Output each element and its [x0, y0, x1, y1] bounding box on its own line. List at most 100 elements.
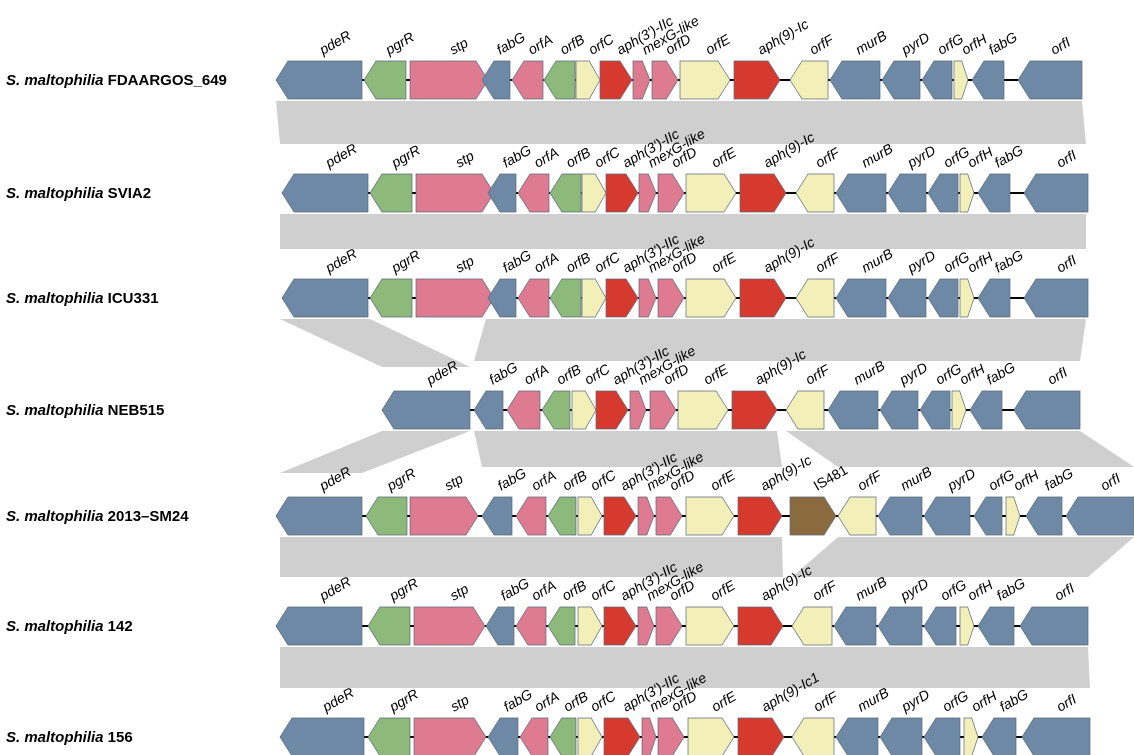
gene-arrow [833, 606, 877, 646]
gene-arrow [919, 390, 951, 430]
gene-arrow [953, 60, 969, 100]
gene-arrow [487, 278, 517, 318]
homology-band [474, 319, 1086, 361]
homology-band [280, 214, 1086, 249]
gene-arrow [737, 717, 785, 755]
gene-arrow [581, 173, 607, 213]
gene-label: pyrD [896, 359, 930, 388]
strain-name: ICU331 [104, 290, 159, 307]
gene-arrow [413, 717, 487, 755]
gene-label: orfE [701, 361, 732, 388]
gene-arrow [275, 496, 363, 536]
gene-arrow [923, 717, 961, 755]
gene-label: pgrR [382, 29, 417, 59]
gene-arrow [959, 173, 975, 213]
gene-label: orfA [529, 577, 559, 604]
gene-arrow [367, 717, 411, 755]
homology-band [792, 537, 1134, 577]
gene-arrow [877, 606, 923, 646]
gene-label: orfF [813, 144, 844, 171]
gene-label: murB [853, 27, 890, 58]
gene-label: orfF [803, 361, 834, 388]
gene-label: fabG [501, 686, 535, 715]
gene-label: orfI [1052, 580, 1078, 604]
gene-arrow [549, 717, 577, 755]
gene-arrow [595, 390, 629, 430]
gene-label: pgrR [386, 686, 421, 716]
gene-label: orfA [531, 249, 561, 276]
gene-arrow [977, 606, 1015, 646]
species-name: S. maltophilia [6, 729, 104, 746]
gene-label: murB [859, 245, 896, 276]
gene-arrow [281, 173, 369, 213]
gene-label: aph(9)-Ic [755, 16, 812, 58]
gene-arrow [789, 60, 829, 100]
gene-arrow [629, 390, 647, 430]
gene-arrow [835, 173, 887, 213]
gene-arrow [923, 496, 971, 536]
gene-label: pgrR [383, 465, 418, 495]
strain-label: S. maltophilia ICU331 [6, 290, 159, 307]
homology-band [280, 431, 470, 473]
species-name: S. maltophilia [6, 508, 104, 525]
gene-label: fabG [500, 142, 534, 171]
gene-arrow [827, 390, 879, 430]
gene-label: orfF [810, 577, 841, 604]
gene-arrow [655, 496, 683, 536]
gene-arrow [487, 173, 517, 213]
strain-name: NEB515 [104, 402, 165, 419]
gene-arrow [651, 60, 679, 100]
gene-arrow [1017, 60, 1083, 100]
gene-arrow [515, 496, 547, 536]
gene-arrow [487, 717, 519, 755]
gene-arrow [685, 606, 735, 646]
gene-arrow [281, 278, 369, 318]
gene-arrow [971, 60, 1005, 100]
species-name: S. maltophilia [6, 72, 104, 89]
gene-label: orfA [529, 467, 559, 494]
gene-arrow [571, 390, 597, 430]
gene-label: orfB [554, 361, 584, 388]
gene-arrow [603, 717, 641, 755]
gene-arrow [481, 60, 511, 100]
gene-arrow [951, 390, 967, 430]
gene-label: orfF [813, 249, 844, 276]
gene-arrow [1013, 390, 1081, 430]
gene-arrow [737, 496, 783, 536]
gene-arrow [737, 606, 784, 646]
gene-arrow [409, 496, 479, 536]
gene-arrow [829, 60, 881, 100]
strain-name: 156 [104, 729, 133, 746]
gene-label: orfI [1048, 34, 1074, 58]
gene-arrow [879, 717, 923, 755]
gene-arrow [481, 496, 513, 536]
strain-label: S. maltophilia 156 [6, 729, 133, 746]
gene-label: orfB [557, 31, 587, 58]
gene-label: murB [851, 357, 888, 388]
gene-arrow [685, 496, 735, 536]
strain-name: 2013–SM24 [104, 508, 190, 525]
gene-label: stp [448, 691, 472, 714]
homology-band [276, 101, 1086, 144]
species-name: S. maltophilia [6, 618, 104, 635]
gene-arrow [605, 278, 639, 318]
gene-arrow [549, 173, 582, 213]
gene-label: orfF [855, 467, 886, 494]
gene-arrow [369, 278, 413, 318]
gene-arrow [921, 60, 953, 100]
gene-label: fabG [992, 247, 1026, 276]
gene-label: orfH [1011, 466, 1043, 494]
gene-arrow [367, 606, 411, 646]
gene-label: fabG [500, 247, 534, 276]
gene-arrow [517, 278, 550, 318]
gene-label: fabG [498, 575, 532, 604]
gene-arrow [547, 496, 577, 536]
gene-label: pdeR [316, 573, 354, 604]
gene-arrow [515, 606, 547, 646]
homology-regions [276, 101, 1134, 688]
gene-arrow [577, 496, 603, 536]
gene-arrow [881, 60, 921, 100]
gene-arrow [637, 606, 655, 646]
species-name: S. maltophilia [6, 402, 104, 419]
gene-arrow [655, 606, 683, 646]
